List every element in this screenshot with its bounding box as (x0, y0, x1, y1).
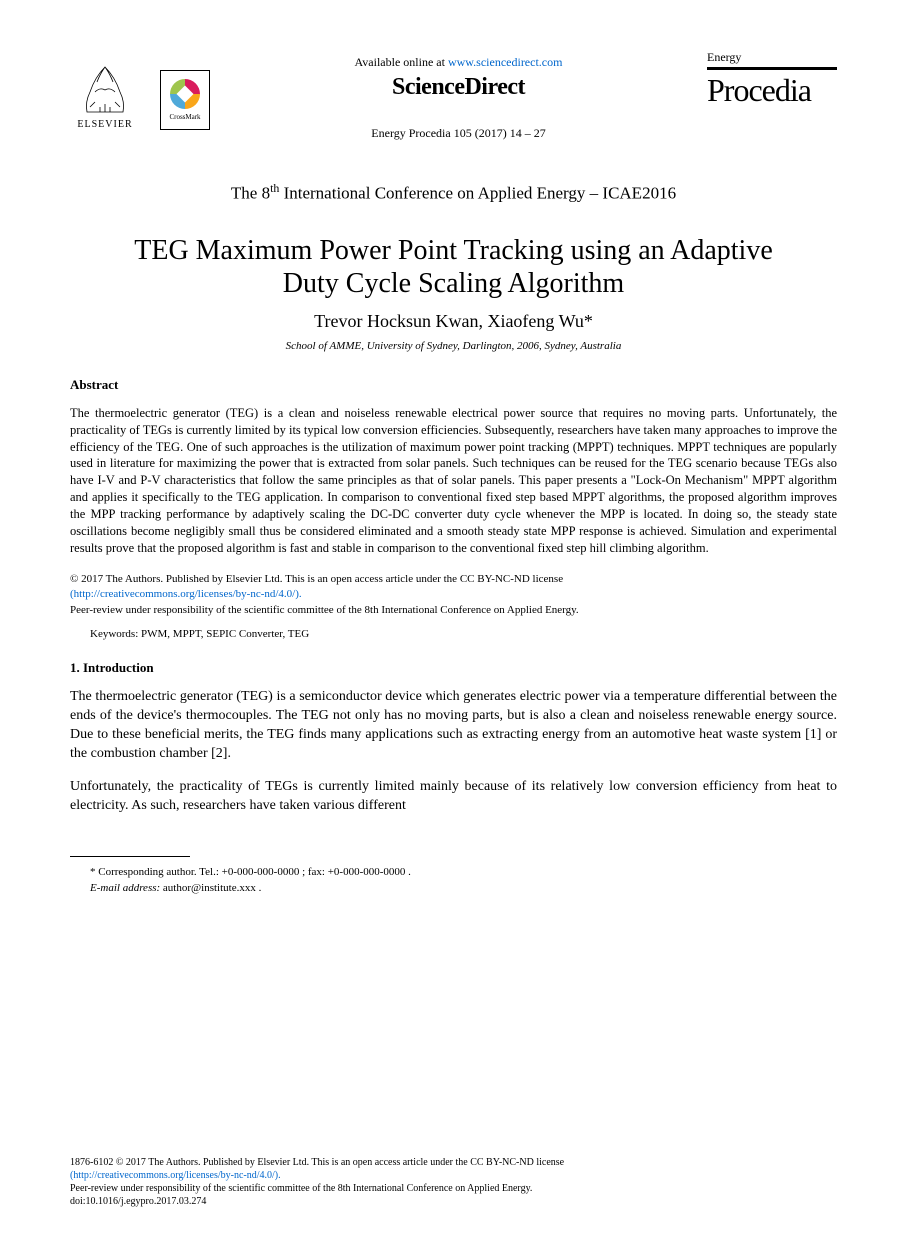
authors: Trevor Hocksun Kwan, Xiaofeng Wu* (70, 311, 837, 332)
footer-issn: 1876-6102 © 2017 The Authors. Published … (70, 1156, 837, 1169)
available-prefix: Available online at (355, 55, 448, 69)
footer-doi: doi:10.1016/j.egypro.2017.03.274 (70, 1195, 837, 1208)
header-right: Energy Procedia (707, 50, 837, 109)
intro-paragraph-1: The thermoelectric generator (TEG) is a … (70, 688, 837, 764)
crossmark-label: CrossMark (169, 113, 200, 121)
email-label: E-mail address: (90, 882, 163, 894)
keywords: PWM, MPPT, SEPIC Converter, TEG (141, 628, 309, 640)
copyright-block: © 2017 The Authors. Published by Elsevie… (70, 572, 837, 618)
title-line1: TEG Maximum Power Point Tracking using a… (134, 235, 773, 266)
keywords-line: Keywords: PWM, MPPT, SEPIC Converter, TE… (90, 628, 837, 640)
header-center: Available online at www.sciencedirect.co… (210, 50, 707, 141)
copyright-line1: © 2017 The Authors. Published by Elsevie… (70, 573, 563, 585)
keywords-label: Keywords: (90, 628, 141, 640)
intro-paragraph-2: Unfortunately, the practicality of TEGs … (70, 778, 837, 816)
abstract-text: The thermoelectric generator (TEG) is a … (70, 405, 837, 557)
available-online-line: Available online at www.sciencedirect.co… (210, 55, 707, 70)
email-address: author@institute.xxx . (163, 882, 261, 894)
footer-block: 1876-6102 © 2017 The Authors. Published … (70, 1156, 837, 1208)
intro-heading: 1. Introduction (70, 660, 837, 676)
header-left: ELSEVIER CrossMark (70, 50, 210, 130)
footer-peer-review: Peer-review under responsibility of the … (70, 1182, 837, 1195)
corresponding-author: * Corresponding author. Tel.: +0-000-000… (90, 865, 837, 880)
footer-license-link[interactable]: (http://creativecommons.org/licenses/by-… (70, 1170, 281, 1181)
header-row: ELSEVIER CrossMark Available online at w… (70, 50, 837, 141)
title-line2: Duty Cycle Scaling Algorithm (283, 268, 624, 299)
footnote-block: * Corresponding author. Tel.: +0-000-000… (90, 865, 837, 896)
conference-line: The 8th International Conference on Appl… (70, 181, 837, 204)
journal-name: Procedia (707, 72, 837, 109)
journal-category: Energy (707, 50, 837, 70)
crossmark-badge[interactable]: CrossMark (160, 70, 210, 130)
footnote-rule (70, 856, 190, 857)
peer-review-line: Peer-review under responsibility of the … (70, 604, 579, 616)
crossmark-icon (170, 79, 200, 109)
elsevier-tree-icon (75, 62, 135, 117)
citation-line: Energy Procedia 105 (2017) 14 – 27 (210, 126, 707, 141)
paper-title: TEG Maximum Power Point Tracking using a… (70, 234, 837, 301)
abstract-heading: Abstract (70, 377, 837, 393)
elsevier-logo: ELSEVIER (70, 50, 140, 130)
affiliation: School of AMME, University of Sydney, Da… (70, 340, 837, 352)
license-link[interactable]: (http://creativecommons.org/licenses/by-… (70, 588, 302, 600)
elsevier-label: ELSEVIER (77, 119, 132, 130)
sciencedirect-brand: ScienceDirect (210, 74, 707, 101)
sciencedirect-url[interactable]: www.sciencedirect.com (448, 55, 563, 69)
